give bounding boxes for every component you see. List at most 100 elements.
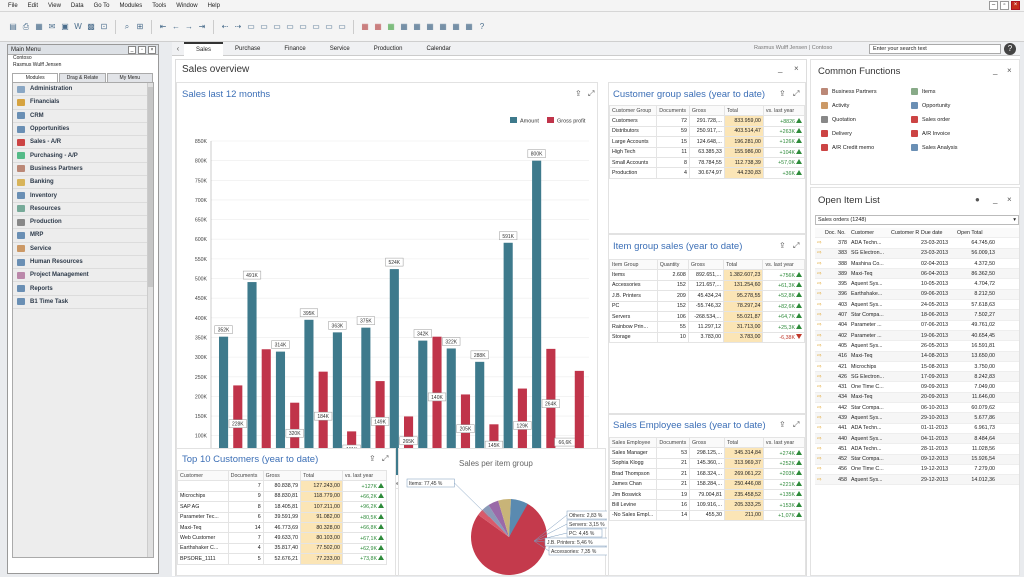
list-item[interactable]: ⇨ 439 Aquent Sys... 29-10-2013 5.677,86 (815, 413, 1019, 424)
form-settings-icon[interactable]: ▦ (400, 21, 408, 31)
search-input[interactable]: Enter your search text (869, 44, 1001, 54)
close-icon[interactable]: × (1007, 66, 1012, 75)
settings-icon[interactable]: ▭ (312, 21, 320, 31)
link-arrow-icon[interactable]: ⇨ (817, 456, 822, 463)
table-row[interactable]: Production 4 30.674,97 44.230,83 +36K (608, 167, 806, 179)
table-row[interactable]: Jim Boswick 19 79.004,81 235.458,52 +135K (608, 488, 806, 501)
column-header[interactable]: Gross (689, 436, 725, 449)
link-arrow-icon[interactable]: ⇨ (817, 373, 822, 380)
lock-screen-icon[interactable]: ▦ (465, 21, 473, 31)
list-item[interactable]: ⇨ 407 Star Compa... 18-06-2013 7.502,27 (815, 310, 1019, 321)
link-arrow-icon[interactable]: ⇨ (817, 435, 822, 442)
link-arrow-icon[interactable]: ⇨ (817, 363, 822, 370)
table-row[interactable]: Items 2.608 892.651,... 1.382.607,23 +756K (609, 269, 805, 281)
minimize-icon[interactable]: – (989, 1, 998, 10)
module-business-partners[interactable]: Business Partners (13, 163, 153, 177)
module-sales[interactable]: Sales - A/R (13, 136, 153, 150)
link-arrow-icon[interactable]: ⇨ (817, 353, 822, 360)
expand-icon[interactable]: ⤢ (382, 454, 389, 463)
link-arrow-icon[interactable]: ⇨ (817, 260, 822, 267)
new-icon[interactable]: ▤ (9, 21, 17, 31)
link-arrow-icon[interactable]: ⇨ (817, 476, 822, 483)
tab-my-menu[interactable]: My Menu (106, 73, 153, 82)
table-row[interactable]: Customers 72 291.728,... 833.959,00 +8826 (608, 115, 806, 127)
table-row[interactable]: Distributors 59 250.917,... 403.514,47 +263K (608, 125, 806, 138)
cf-sales-analysis[interactable]: Sales Analysis (911, 144, 957, 151)
minimize-icon[interactable]: _ (778, 64, 783, 73)
table-row[interactable]: PC 152 -55.746,32 78.297,24 +82,6K (609, 300, 805, 312)
link-arrow-icon[interactable]: ⇨ (817, 322, 822, 329)
menu-view[interactable]: View (48, 2, 61, 9)
column-header[interactable]: Total (723, 436, 764, 449)
cf-ar-credit-memo[interactable]: A/R Credit memo (821, 144, 874, 151)
tab-drag-relate[interactable]: Drag & Relate (59, 73, 106, 82)
close-icon[interactable]: × (1007, 195, 1012, 204)
table-row[interactable]: Brad Thompson 21 168.324,... 269.061,22 +203… (608, 468, 806, 480)
minimize-icon[interactable]: _ (993, 66, 998, 75)
link-arrow-icon[interactable]: ⇨ (817, 445, 822, 452)
list-item[interactable]: ⇨ 395 Aquent Sys... 10-05-2013 4.704,72 (815, 279, 1019, 290)
table-row[interactable]: Bill Levine 16 109.916,... 205.333,25 +153K (608, 499, 806, 511)
link-arrow-icon[interactable]: ⇨ (817, 466, 822, 473)
column-header[interactable]: Documents (656, 436, 691, 449)
cf-ar-invoice[interactable]: A/R Invoice (911, 130, 950, 137)
link-arrow-icon[interactable]: ⇨ (817, 425, 822, 432)
module-crm[interactable]: CRM (13, 110, 153, 123)
table-row[interactable]: Microchips 9 88.830,81 118.779,00 +66,2K (177, 490, 388, 503)
link-arrow-icon[interactable]: ⇨ (817, 270, 822, 277)
module-inventory[interactable]: Inventory (13, 189, 153, 203)
module-purchasing[interactable]: Purchasing - A/P (13, 149, 153, 163)
tab-production[interactable]: Production (373, 45, 403, 52)
chevron-left-icon[interactable]: ‹ (176, 44, 180, 53)
close-icon[interactable]: × (794, 64, 799, 73)
column-header[interactable]: Total (723, 258, 764, 271)
link-arrow-icon[interactable]: ⇨ (817, 312, 822, 319)
calendar-icon[interactable]: ▦ (374, 21, 382, 31)
list-item[interactable]: ⇨ 416 Maxi-Teq 14-08-2013 13.650,00 (815, 351, 1019, 362)
user-icon[interactable]: ▦ (426, 21, 434, 31)
table-row[interactable]: Earthshaker C... 4 35.817,40 77.502,00 +62,9… (177, 542, 388, 555)
table-row[interactable]: Parameter Tec... 6 39.591,99 91.082,00 +80,5… (177, 511, 388, 523)
cf-business-partners[interactable]: Business Partners (821, 88, 877, 95)
list-item[interactable]: ⇨ 421 Microchips 15-08-2013 3.750,00 (815, 362, 1019, 373)
first-record-icon[interactable]: ⇤ (159, 21, 167, 31)
column-header[interactable]: Customer R... (891, 229, 919, 236)
expand-icon[interactable]: ⤢ (793, 89, 800, 98)
filter-icon[interactable]: ▭ (325, 21, 333, 31)
print-icon[interactable]: ⎙ (22, 21, 30, 31)
find-icon[interactable]: ⌕ (124, 21, 130, 31)
column-header[interactable]: Customer (851, 229, 874, 236)
column-header[interactable]: Customer (177, 469, 229, 482)
link-arrow-icon[interactable]: ⇨ (817, 250, 822, 257)
table-row[interactable]: SAP AG 8 18.405,81 107.211,00 +96,2K (177, 501, 388, 513)
column-header[interactable]: vs. last year (762, 258, 805, 271)
calculator-icon[interactable]: ▦ (361, 21, 369, 31)
table-row[interactable]: -No Sales Empl... 14 455,30 211,00 +1,07K (608, 509, 806, 522)
cf-opportunity[interactable]: Opportunity (911, 102, 950, 109)
tab-service[interactable]: Service (329, 45, 350, 52)
table-row[interactable]: Large Accounts 15 124.648,... 196.281,00 +12… (608, 136, 806, 148)
modules-scrollbar[interactable] (147, 83, 153, 557)
table-row[interactable]: High Tech 11 63.385,33 155.986,00 +104K (608, 146, 806, 158)
menu-edit[interactable]: Edit (27, 2, 39, 9)
layout-icon[interactable]: ▦ (413, 21, 421, 31)
module-mrp[interactable]: MRP (13, 229, 153, 243)
email-icon[interactable]: ✉ (48, 21, 56, 31)
table-row[interactable]: 7 80.838,79 127.243,00 +127K (177, 480, 388, 492)
tab-calendar[interactable]: Calendar (426, 45, 451, 52)
list-item[interactable]: ⇨ 440 Aquent Sys... 04-11-2013 8.484,64 (815, 433, 1019, 445)
module-opportunities[interactable]: Opportunities (13, 123, 153, 137)
export-icon[interactable]: ▣ (61, 21, 69, 31)
menu-file[interactable]: File (8, 2, 18, 9)
next-record-icon[interactable]: → (185, 21, 193, 31)
list-item[interactable]: ⇨ 452 Star Compa... 09-12-2013 15.926,54 (815, 454, 1019, 465)
module-production[interactable]: Production (13, 216, 153, 230)
link-arrow-icon[interactable]: ⇨ (817, 239, 822, 246)
user-icon[interactable]: ● (975, 195, 980, 204)
table-row[interactable]: Sales Manager 53 298.125,... 345.314,84 +274… (608, 447, 806, 459)
table-row[interactable]: Accessories 152 121.657,... 131.254,60 +61,3… (609, 279, 805, 292)
module-project-management[interactable]: Project Management (13, 269, 153, 283)
column-header[interactable]: Sales Employee (608, 436, 658, 449)
export-icon[interactable]: ⇪ (779, 89, 786, 98)
link-arrow-icon[interactable]: ⇨ (817, 414, 822, 421)
